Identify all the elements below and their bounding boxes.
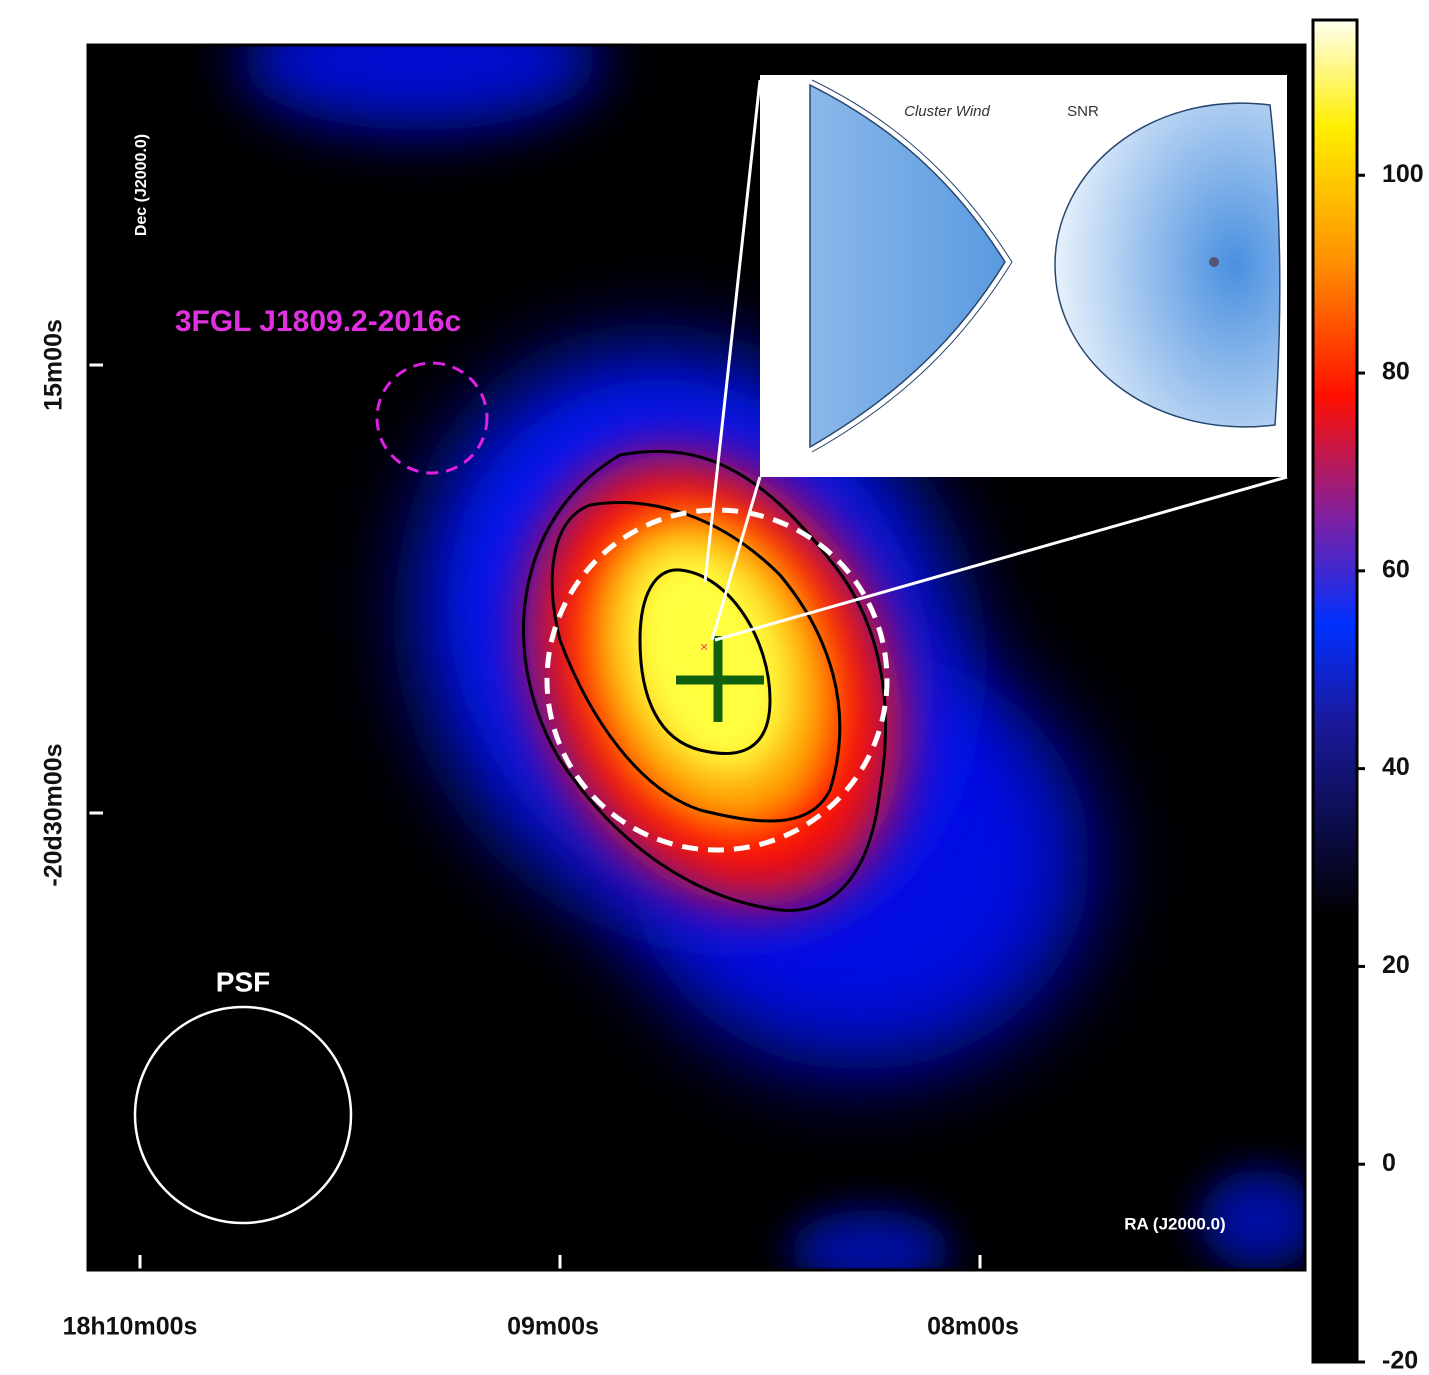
inset: Cluster Wind SNR <box>760 75 1287 477</box>
colorbar-tick-label: 0 <box>1382 1149 1396 1177</box>
colorbar-tick-label: 20 <box>1382 951 1410 979</box>
colorbar-tick-label: -20 <box>1382 1347 1418 1375</box>
y-axis-label: Dec (J2000.0) <box>133 134 150 236</box>
emission <box>790 1210 950 1290</box>
colorbar-tick-label: 80 <box>1382 358 1410 386</box>
source-label: 3FGL J1809.2-2016c <box>175 305 461 338</box>
colorbar-tick-label: 100 <box>1382 160 1424 188</box>
colorbar-tick-label: 40 <box>1382 753 1410 781</box>
inset-label: Cluster Wind <box>904 103 990 120</box>
figure: × Dec (J2000.0) RA (J2000.0) 3FGL J1809.… <box>0 0 1429 1375</box>
y-tick-label: 15m00s <box>40 319 68 411</box>
inset-label: SNR <box>1067 103 1099 120</box>
y-tick-label: -20d30m00s <box>40 743 68 886</box>
colorbar: -20 0 20 40 60 80 100 <box>1313 20 1424 1375</box>
colorbar-scale <box>1313 20 1357 1362</box>
colorbar-tick-label: 60 <box>1382 555 1410 583</box>
x-axis-label: RA (J2000.0) <box>1124 1214 1225 1233</box>
x-tick-label: 08m00s <box>927 1313 1019 1341</box>
x-tick-label: 18h10m00s <box>63 1313 198 1341</box>
x-tick-label: 09m00s <box>507 1313 599 1341</box>
psf-label: PSF <box>216 966 270 997</box>
snr-center <box>1209 257 1219 267</box>
marker: × <box>700 639 708 655</box>
